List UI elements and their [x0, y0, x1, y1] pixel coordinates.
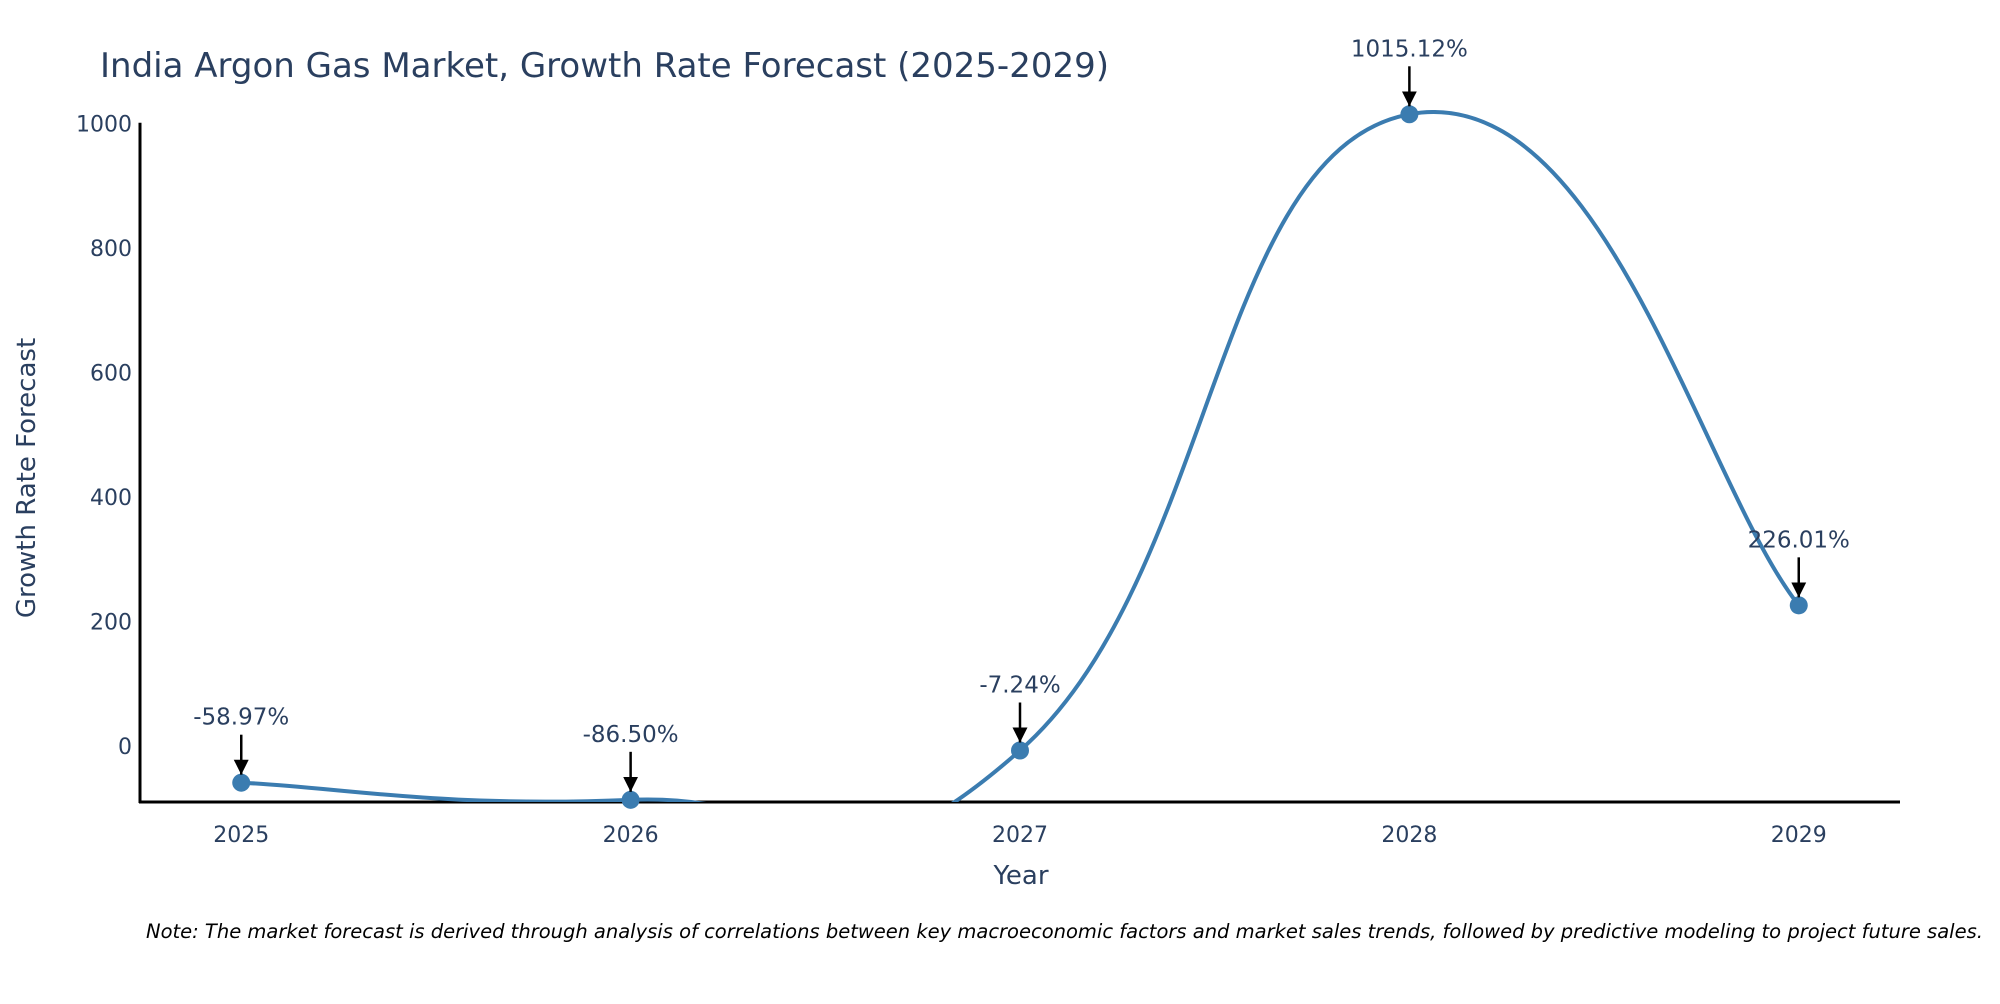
y-tick-label: 1000	[76, 113, 132, 138]
y-tick-label: 600	[90, 362, 132, 387]
annotation-label: -7.24%	[979, 672, 1060, 698]
chart-note: Note: The market forecast is derived thr…	[146, 920, 1983, 943]
y-axis: 0 200 400 600 800 1000	[76, 113, 142, 803]
data-point-2027	[1011, 741, 1029, 760]
x-axis: 2025 2026 2027 2028 2029	[139, 800, 1900, 848]
x-tick-label: 2025	[213, 823, 269, 848]
annotation-label: 226.01%	[1748, 527, 1850, 553]
y-tick-label: 0	[118, 735, 132, 760]
data-point-2029	[1789, 596, 1808, 615]
data-point-2028	[1400, 105, 1419, 124]
x-axis-title: Year	[992, 861, 1048, 891]
series-line	[239, 110, 1801, 802]
x-tick-label: 2029	[1771, 823, 1827, 848]
x-tick-label: 2028	[1381, 823, 1437, 848]
chart-title: India Argon Gas Market, Growth Rate Fore…	[100, 46, 1109, 86]
annotation-label: -58.97%	[193, 705, 289, 731]
annotations-group: -58.97% -86.50% -7.24% 1015.12% 226.01%	[193, 36, 1850, 792]
data-point-2026	[621, 790, 640, 809]
y-tick-label: 400	[90, 486, 132, 511]
series-line-group	[239, 110, 1801, 802]
data-point-2025	[232, 773, 251, 792]
y-tick-label: 200	[90, 611, 132, 636]
x-tick-label: 2026	[603, 823, 659, 848]
y-tick-label: 800	[90, 237, 132, 262]
markers-group	[232, 105, 1808, 809]
x-tick-label: 2027	[992, 823, 1048, 848]
annotation-label: 1015.12%	[1351, 36, 1468, 62]
annotation-label: -86.50%	[583, 722, 679, 748]
y-axis-title: Growth Rate Forecast	[12, 338, 42, 618]
